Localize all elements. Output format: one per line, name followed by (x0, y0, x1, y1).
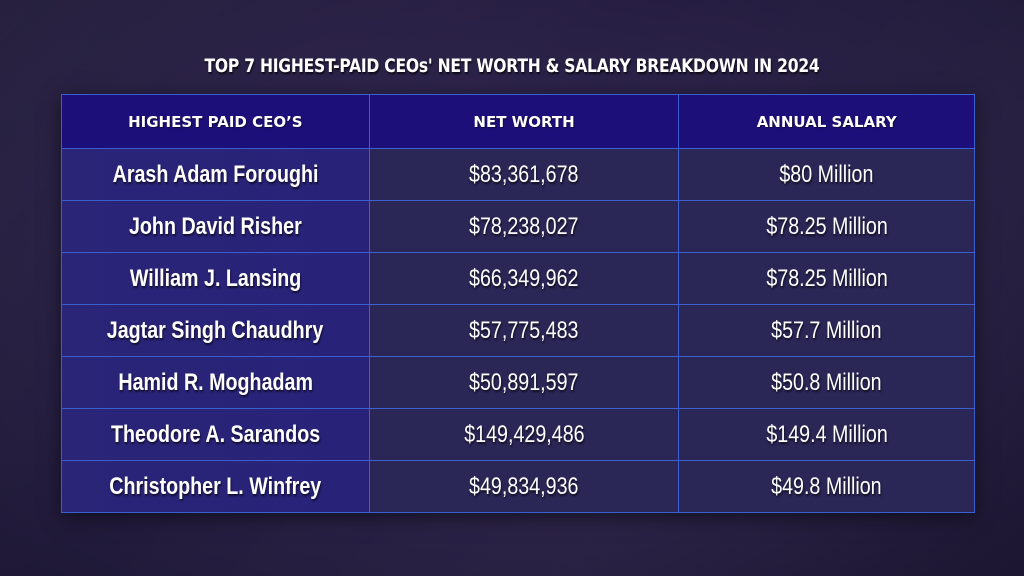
ceo-name-cell: William J. Lansing (61, 252, 370, 305)
column-header-ceo: HIGHEST PAID CEO’S (61, 94, 370, 149)
salary-cell-text: $149.4 Million (765, 420, 888, 448)
salary-cell-text: $78.25 Million (765, 212, 888, 240)
column-header-annual-salary: ANNUAL SALARY (678, 94, 975, 149)
column-header-net-worth: NET WORTH (368, 94, 680, 149)
ceo-name-cell-text: Christopher L. Winfrey (109, 472, 322, 500)
salary-cell: $78.25 Million (678, 200, 975, 253)
ceo-name-cell-text: Hamid R. Moghadam (118, 368, 313, 396)
ceo-name-cell: Arash Adam Foroughi (61, 148, 370, 201)
page-title: TOP 7 HIGHEST-PAID CEOs' NET WORTH & SAL… (204, 55, 820, 77)
salary-cell: $78.25 Million (678, 252, 975, 305)
net-worth-cell: $78,238,027 (368, 200, 680, 253)
ceo-name-cell-text: William J. Lansing (129, 264, 302, 292)
table-row: Theodore A. Sarandos $149,429,486 $149.4 M… (61, 408, 975, 461)
net-worth-cell-text: $149,429,486 (463, 420, 585, 448)
salary-cell-text: $49.8 Million (771, 472, 882, 500)
salary-cell-text: $57.7 Million (771, 316, 882, 344)
salary-cell: $80 Million (678, 148, 975, 201)
table-row: Arash Adam Foroughi $83,361,678 $80 Millio… (61, 148, 975, 201)
ceo-name-cell-text: John David Risher (128, 212, 302, 240)
net-worth-cell-text: $50,891,597 (469, 368, 579, 396)
table-row: Jagtar Singh Chaudhry $57,775,483 $57.7 Mi… (61, 304, 975, 357)
net-worth-cell-text: $66,349,962 (469, 264, 579, 292)
salary-cell-text: $80 Million (779, 160, 874, 188)
net-worth-cell: $57,775,483 (368, 304, 680, 357)
salary-cell: $57.7 Million (678, 304, 975, 357)
net-worth-cell-text: $83,361,678 (469, 160, 579, 188)
ceo-table: HIGHEST PAID CEO’S NET WORTH ANNUAL SALA… (61, 94, 975, 513)
ceo-name-cell-text: Jagtar Singh Chaudhry (107, 316, 324, 344)
salary-cell: $50.8 Million (678, 356, 975, 409)
ceo-name-cell: John David Risher (61, 200, 370, 253)
salary-cell: $149.4 Million (678, 408, 975, 461)
net-worth-cell-text: $49,834,936 (469, 472, 579, 500)
ceo-name-cell: Christopher L. Winfrey (61, 460, 370, 513)
ceo-name-cell: Jagtar Singh Chaudhry (61, 304, 370, 357)
table-row: Christopher L. Winfrey $49,834,936 $49.8 M… (61, 460, 975, 513)
net-worth-cell-text: $78,238,027 (469, 212, 579, 240)
net-worth-cell: $49,834,936 (368, 460, 680, 513)
net-worth-cell: $83,361,678 (368, 148, 680, 201)
table-row: Hamid R. Moghadam $50,891,597 $50.8 Millio… (61, 356, 975, 409)
header-row: HIGHEST PAID CEO’S NET WORTH ANNUAL SALA… (61, 94, 975, 149)
net-worth-cell: $149,429,486 (368, 408, 680, 461)
ceo-name-cell: Theodore A. Sarandos (61, 408, 370, 461)
table-row: William J. Lansing $66,349,962 $78.25 Mill… (61, 252, 975, 305)
salary-cell-text: $78.25 Million (765, 264, 888, 292)
salary-cell-text: $50.8 Million (771, 368, 882, 396)
net-worth-cell: $50,891,597 (368, 356, 680, 409)
salary-cell: $49.8 Million (678, 460, 975, 513)
table-row: John David Risher $78,238,027 $78.25 Milli… (61, 200, 975, 253)
ceo-name-cell-text: Arash Adam Foroughi (112, 160, 319, 188)
net-worth-cell-text: $57,775,483 (469, 316, 579, 344)
ceo-name-cell-text: Theodore A. Sarandos (110, 420, 320, 448)
net-worth-cell: $66,349,962 (368, 252, 680, 305)
ceo-name-cell: Hamid R. Moghadam (61, 356, 370, 409)
